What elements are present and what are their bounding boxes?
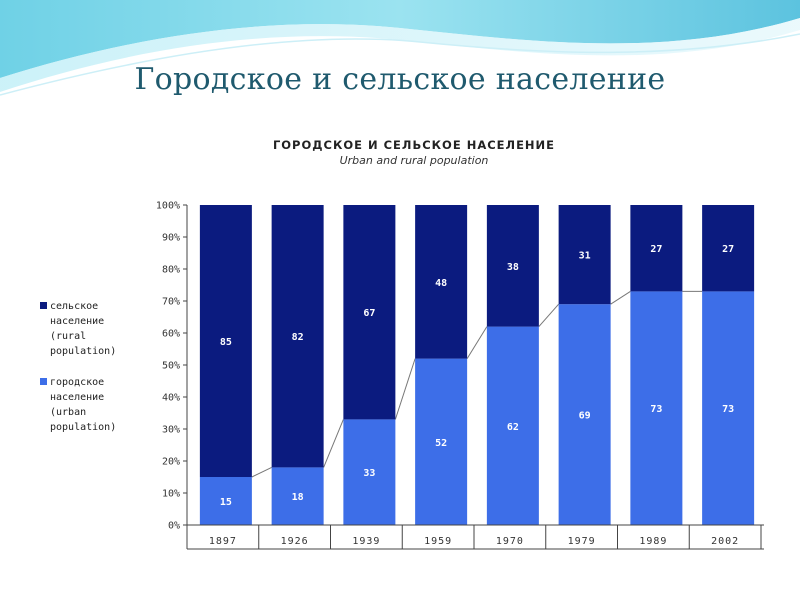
x-tick-label: 1979 xyxy=(568,536,596,547)
bar-rural xyxy=(630,205,683,292)
x-tick-label: 2002 xyxy=(711,536,739,547)
series-connector-line xyxy=(538,303,560,327)
bar-urban xyxy=(415,358,468,525)
y-tick-label: 80% xyxy=(162,265,180,276)
data-label-rural: 67 xyxy=(363,308,375,319)
data-label-urban: 52 xyxy=(435,438,447,449)
slide-title: Городское и сельское население xyxy=(134,62,666,97)
x-tick-label: 1897 xyxy=(209,536,237,547)
data-label-rural: 27 xyxy=(722,244,734,255)
x-tick-label: 1926 xyxy=(281,536,309,547)
legend-swatch-urban xyxy=(40,378,47,385)
y-tick-label: 90% xyxy=(162,233,180,244)
bar-rural xyxy=(343,205,396,420)
x-tick-label: 1959 xyxy=(424,536,452,547)
bar-urban xyxy=(343,419,396,525)
y-tick-label: 60% xyxy=(162,329,180,340)
legend-swatch-rural xyxy=(40,302,47,309)
bar-rural xyxy=(486,205,539,327)
data-label-urban: 33 xyxy=(363,468,375,479)
bar-urban xyxy=(558,304,611,525)
data-label-rural: 27 xyxy=(650,244,662,255)
series-connector-line xyxy=(394,358,416,420)
legend-item-rural: сельское население (rural population) xyxy=(40,299,136,359)
legend-item-urban: городское население (urban population) xyxy=(40,375,136,435)
data-label-urban: 73 xyxy=(722,404,734,415)
data-label-rural: 85 xyxy=(220,337,232,348)
data-label-urban: 73 xyxy=(650,404,662,415)
stacked-bar-chart: ГОРОДСКОЕ И СЕЛЬСКОЕ НАСЕЛЕНИЕ Urban and… xyxy=(156,138,764,550)
series-connector-line xyxy=(251,466,272,478)
legend-label-urban: городское население (urban population) xyxy=(50,377,117,433)
chart-title: ГОРОДСКОЕ И СЕЛЬСКОЕ НАСЕЛЕНИЕ xyxy=(273,138,555,152)
x-tick-label: 1939 xyxy=(352,536,380,547)
bar-rural xyxy=(558,205,611,305)
data-label-rural: 48 xyxy=(435,278,447,289)
y-tick-label: 100% xyxy=(156,201,180,212)
x-tick-label: 1970 xyxy=(496,536,524,547)
bar-urban xyxy=(271,467,324,525)
data-label-rural: 82 xyxy=(292,332,304,343)
legend-label-rural: сельское население (rural population) xyxy=(50,301,117,357)
bar-rural xyxy=(702,205,755,292)
chart-panel: ГОРОДСКОЕ И СЕЛЬСКОЕ НАСЕЛЕНИЕ Urban and… xyxy=(24,131,775,558)
bar-rural xyxy=(271,205,324,468)
bar-rural xyxy=(199,205,252,477)
y-tick-label: 70% xyxy=(162,297,180,308)
x-tick-label: 1989 xyxy=(639,536,667,547)
bar-urban xyxy=(486,326,539,525)
y-tick-label: 10% xyxy=(162,489,180,500)
bar-urban xyxy=(199,477,252,525)
y-tick-label: 30% xyxy=(162,425,180,436)
y-tick-label: 40% xyxy=(162,393,180,404)
data-label-urban: 18 xyxy=(292,492,304,503)
series-connector-line xyxy=(610,290,631,305)
bar-rural xyxy=(415,205,468,359)
y-tick-label: 20% xyxy=(162,457,180,468)
bar-urban xyxy=(702,291,755,525)
chart-subtitle: Urban and rural population xyxy=(340,154,489,167)
bar-urban xyxy=(630,291,683,525)
series-connector-line xyxy=(323,419,344,468)
data-label-urban: 15 xyxy=(220,497,232,508)
data-label-rural: 38 xyxy=(507,262,519,273)
data-label-urban: 62 xyxy=(507,422,519,433)
data-label-rural: 31 xyxy=(579,251,591,262)
y-tick-label: 50% xyxy=(162,361,180,372)
plot-area: 0% 10% 20% 30% 40% 50% 60% 70% 80% 90% 100% 15 85 18 8… xyxy=(156,201,764,550)
data-label-urban: 69 xyxy=(579,411,591,422)
y-tick-label: 0% xyxy=(168,521,180,532)
series-connector-line xyxy=(466,326,488,359)
